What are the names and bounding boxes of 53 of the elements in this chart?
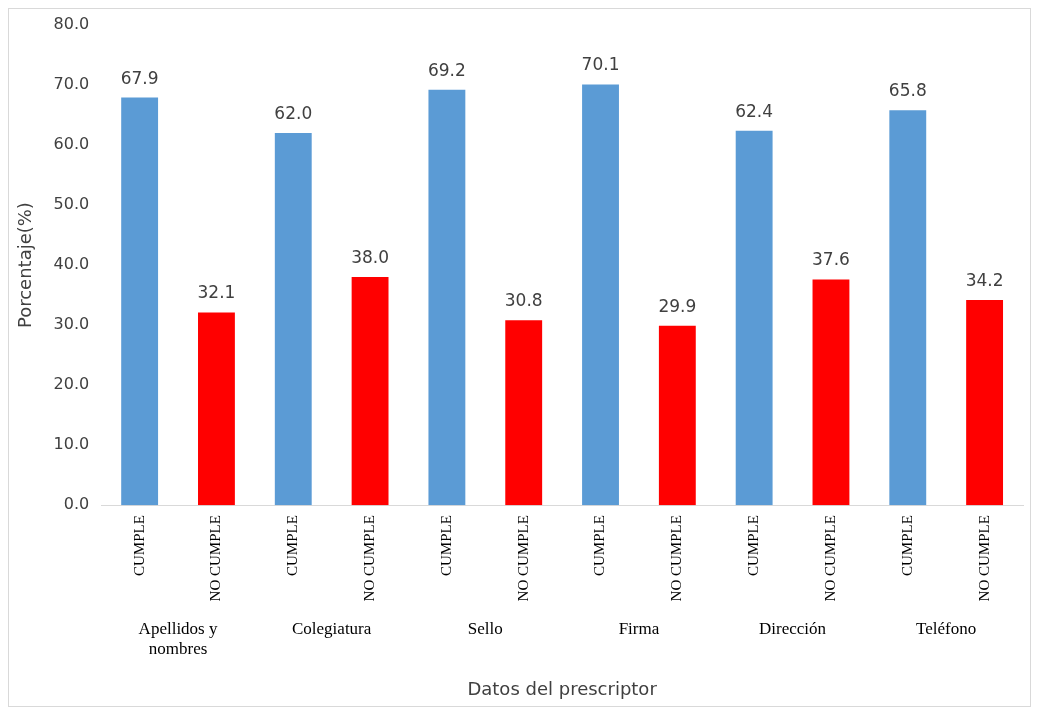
text: Colegiatura (292, 619, 372, 639)
text: Apellidos y nombres (138, 619, 218, 659)
bar (966, 299, 1004, 506)
data-label: 37.6 (812, 249, 850, 270)
bar (582, 84, 619, 506)
y-tick-label: 70.0 (53, 74, 90, 94)
x-tick-label: NO CUMPLE (207, 515, 224, 602)
x-tick-label: NO CUMPLE (514, 515, 531, 602)
y-tick-label: 10.0 (53, 434, 90, 454)
data-label: 67.9 (120, 67, 159, 88)
y-tick-label: 80.0 (53, 14, 90, 34)
data-label: 32.1 (197, 282, 236, 303)
bar (505, 320, 543, 506)
x-tick-label: NO CUMPLE (668, 515, 685, 602)
x-tick-label: NO CUMPLE (821, 515, 838, 602)
bar (121, 97, 159, 506)
text: Sello (467, 619, 503, 639)
text: Dirección (759, 619, 827, 639)
y-tick-label: 30.0 (53, 314, 90, 334)
bar (274, 133, 312, 506)
data-label: 29.9 (658, 295, 697, 316)
y-tick-label: 50.0 (53, 194, 90, 214)
y-tick-label: 60.0 (53, 134, 90, 154)
y-axis-title: Porcentaje(%) (14, 202, 36, 329)
data-label: 62.0 (274, 102, 313, 123)
data-label: 38.0 (351, 247, 390, 267)
bar (889, 110, 927, 506)
bar (812, 279, 850, 506)
bar (351, 277, 389, 506)
x-axis-title: Datos del prescriptor (467, 677, 658, 699)
y-tick-label: 40.0 (53, 254, 90, 274)
bar (198, 312, 235, 506)
x-tick-label: CUMPLE (591, 515, 608, 576)
data-label: 30.8 (504, 290, 543, 311)
x-tick-label: NO CUMPLE (361, 515, 378, 602)
x-tick-label: CUMPLE (745, 515, 762, 576)
data-label: 70.1 (581, 54, 620, 75)
bar (428, 89, 466, 506)
data-label: 65.8 (888, 80, 927, 101)
bar (735, 130, 773, 506)
x-tick-label: NO CUMPLE (975, 515, 992, 602)
bar (658, 325, 696, 506)
data-label: 69.2 (427, 59, 466, 80)
y-tick-label: 0.0 (63, 494, 90, 514)
y-tick-label: 20.0 (53, 374, 90, 394)
data-label: 34.2 (965, 269, 1004, 290)
text: Teléfono (916, 619, 977, 639)
x-tick-label: CUMPLE (437, 515, 454, 576)
text: Firma (618, 619, 660, 639)
data-label: 62.4 (735, 100, 774, 121)
x-tick-label: CUMPLE (130, 515, 147, 576)
x-tick-label: CUMPLE (898, 515, 915, 576)
x-tick-label: CUMPLE (284, 515, 301, 576)
